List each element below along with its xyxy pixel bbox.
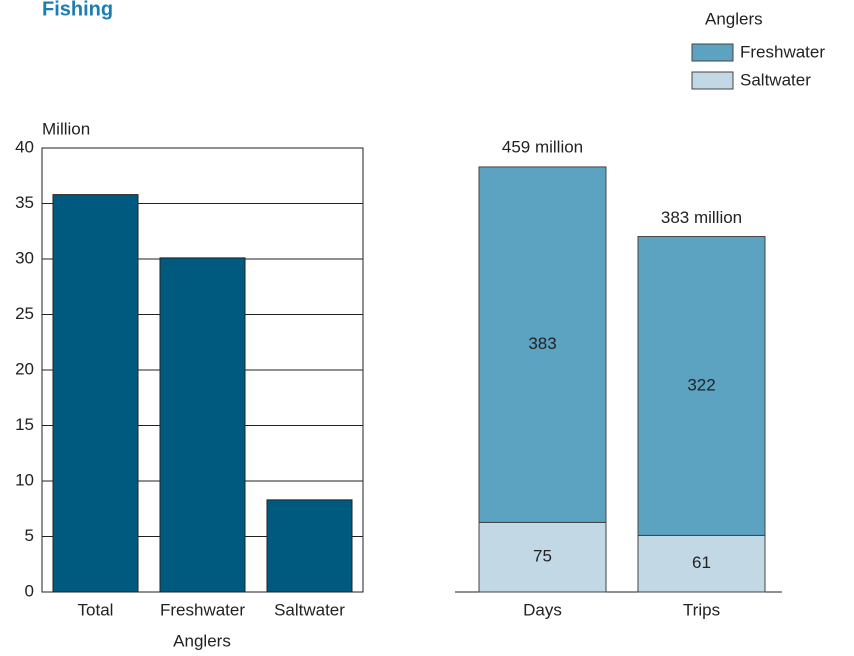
y-tick-label: 15 xyxy=(15,415,34,434)
y-tick-label: 25 xyxy=(15,304,34,323)
bar xyxy=(159,257,246,593)
y-tick-label: 5 xyxy=(25,526,34,545)
bar-segment xyxy=(637,236,766,536)
legend-label: Saltwater xyxy=(740,70,811,89)
legend-swatch xyxy=(691,71,734,90)
data-label: 383 xyxy=(528,334,556,353)
x-tick-label: Trips xyxy=(683,600,720,619)
bar-segment xyxy=(478,166,607,523)
y-axis-label: Million xyxy=(42,119,90,138)
chart-title: Fishing xyxy=(42,0,113,20)
bar-segment xyxy=(478,521,607,593)
total-label: 459 million xyxy=(502,137,583,156)
y-tick-label: 0 xyxy=(25,581,34,600)
x-tick-label: Saltwater xyxy=(274,600,345,619)
legend-title: Anglers xyxy=(705,9,763,28)
bar-segment xyxy=(637,534,766,593)
y-tick-label: 40 xyxy=(15,137,34,156)
bar xyxy=(266,499,353,593)
x-tick-label: Total xyxy=(78,600,114,619)
bar xyxy=(52,194,139,593)
x-tick-label: Freshwater xyxy=(160,600,245,619)
total-label: 383 million xyxy=(661,208,742,227)
y-tick-label: 10 xyxy=(15,470,34,489)
legend-label: Freshwater xyxy=(740,42,825,61)
data-label: 61 xyxy=(692,553,711,572)
y-tick-label: 35 xyxy=(15,193,34,212)
y-tick-label: 20 xyxy=(15,359,34,378)
x-tick-label: Days xyxy=(523,600,562,619)
y-tick-label: 30 xyxy=(15,248,34,267)
data-label: 322 xyxy=(687,375,715,394)
legend-swatch xyxy=(691,43,734,62)
x-axis-label: Anglers xyxy=(173,631,231,650)
data-label: 75 xyxy=(533,547,552,566)
